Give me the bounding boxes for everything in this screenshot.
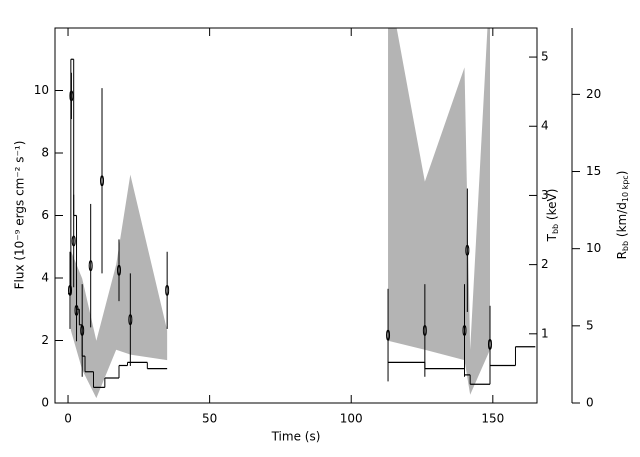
label-part: T — [545, 233, 559, 242]
y2-tick-label: 5 — [541, 50, 549, 64]
y-tick-label: 6 — [41, 208, 49, 222]
y2-tick-label: 1 — [541, 326, 549, 340]
label-part: (keV) — [545, 189, 559, 224]
label-part: (km/d — [615, 202, 629, 241]
y-tick-label: 10 — [34, 83, 49, 97]
y3-tick-label: 5 — [586, 318, 594, 332]
y-label: Flux (10⁻⁹ ergs cm⁻² s⁻¹) — [13, 141, 27, 290]
y3-label: Rbb (km/d10 kpc) — [615, 171, 630, 260]
radius-point — [69, 90, 74, 102]
plot-area — [68, 28, 536, 399]
x-tick-label: 100 — [340, 412, 363, 426]
y2-tick-label: 2 — [541, 257, 549, 271]
radius-point — [487, 338, 492, 350]
y3-tick-label: 15 — [586, 164, 601, 178]
radius-point — [422, 324, 427, 336]
y-tick-label: 2 — [41, 333, 49, 347]
label-part: 10 kpc — [621, 175, 630, 202]
label-part: R — [615, 251, 629, 259]
radius-point — [117, 264, 122, 276]
radius-point — [71, 235, 76, 247]
y-tick-label: 0 — [41, 396, 49, 410]
radius-point — [128, 314, 133, 326]
y3-tick-label: 20 — [586, 87, 601, 101]
radius-point — [68, 284, 73, 296]
y2-tick-label: 4 — [541, 119, 549, 133]
radius-point — [74, 304, 79, 316]
x-tick-label: 50 — [202, 412, 217, 426]
y-tick-label: 8 — [41, 146, 49, 160]
radius-point — [465, 244, 470, 256]
radius-point — [80, 324, 85, 336]
y-tick-label: 4 — [41, 271, 49, 285]
y3-tick-label: 10 — [586, 241, 601, 255]
radius-point — [165, 284, 170, 296]
radius-point — [462, 324, 467, 336]
y2-label: Tbb (keV) — [545, 189, 560, 243]
x-tick-label: 0 — [64, 412, 72, 426]
label-part: bb — [551, 224, 560, 234]
radius-point — [386, 329, 391, 341]
radius-point — [88, 260, 93, 272]
label-part: bb — [621, 241, 630, 251]
temperature-band — [388, 28, 490, 395]
x-tick-label: 150 — [481, 412, 504, 426]
label-part: ) — [615, 171, 629, 176]
axes — [54, 27, 580, 404]
x-label: Time (s) — [271, 430, 321, 444]
radius-point — [100, 175, 105, 187]
y3-tick-label: 0 — [586, 396, 594, 410]
y2-tick-label: 3 — [541, 188, 549, 202]
